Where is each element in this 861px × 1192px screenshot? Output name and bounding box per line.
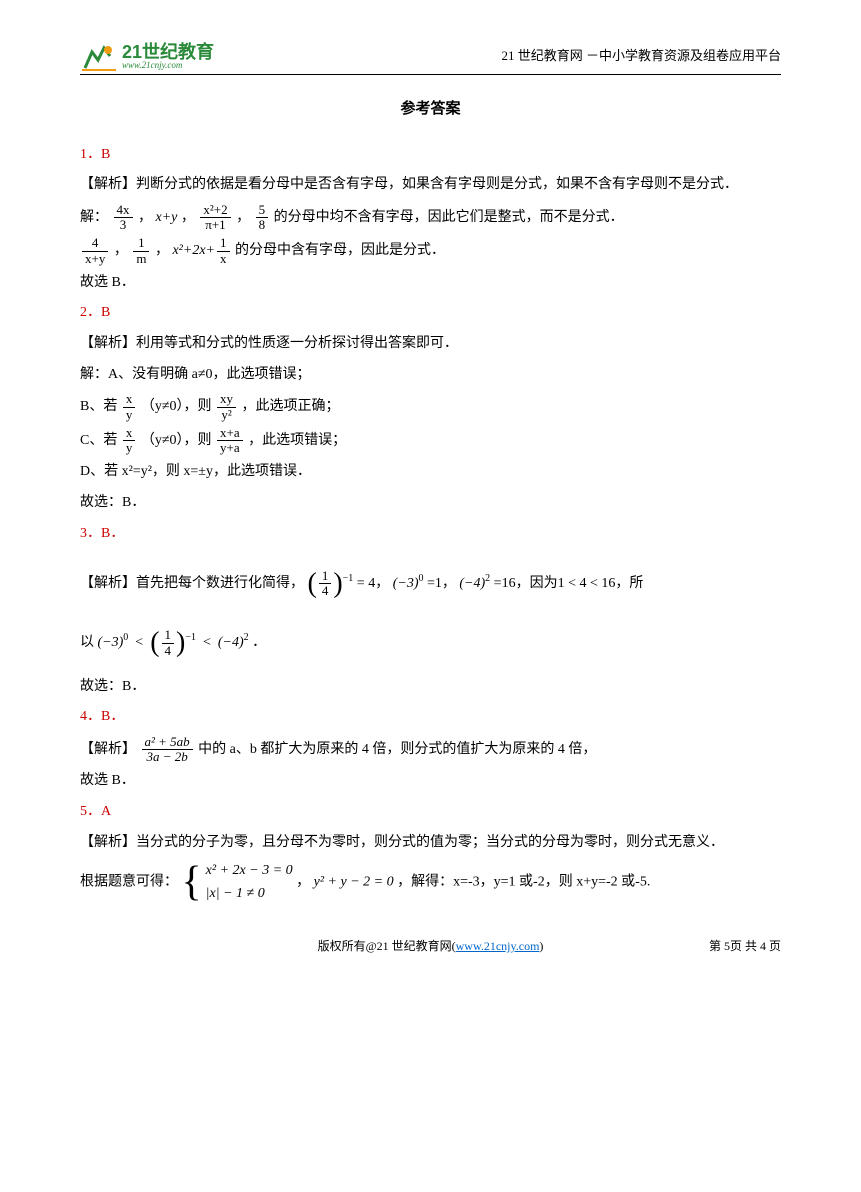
page-header: 21世纪教育 www.21cnjy.com 21 世纪教育网 －中小学教育资源及… — [80, 40, 781, 75]
equation-system: { x² + 2x − 3 = 0 |x| − 1 ≠ 0 — [182, 860, 293, 905]
fraction: x²+2π+1 — [200, 203, 230, 233]
answer-5-line: 根据题意可得： { x² + 2x − 3 = 0 |x| − 1 ≠ 0 ， … — [80, 860, 781, 905]
answer-4-analysis: 【解析】 a² + 5ab3a − 2b 中的 a、b 都扩大为原来的 4 倍，… — [80, 735, 781, 765]
answer-1-sol-line1: 解： 4x3 ， x+y ， x²+2π+1 ， 58 的分母中均不含有字母，因… — [80, 203, 781, 233]
answer-1-therefore: 故选 B． — [80, 270, 781, 297]
answer-2-therefore: 故选：B． — [80, 490, 781, 517]
answer-5-analysis: 【解析】当分式的分子为零，且分母不为零时，则分式的值为零；当分式的分母为零时，则… — [80, 830, 781, 857]
fraction: xy — [123, 392, 136, 422]
answer-2-analysis: 【解析】利用等式和分式的性质逐一分析探讨得出答案即可． — [80, 331, 781, 358]
page-number: 第 5页 共 4 页 — [709, 935, 781, 958]
fraction: 1x — [217, 236, 230, 266]
fraction: 4x3 — [114, 203, 133, 233]
answer-content: 1．B 【解析】判断分式的依据是看分母中是否含有字母，如果含有字母则是分式，如果… — [80, 142, 781, 905]
fraction: xy — [123, 426, 136, 456]
header-right-text: 21 世纪教育网 －中小学教育资源及组卷应用平台 — [501, 44, 781, 69]
page-footer: 版权所有@21 世纪教育网(www.21cnjy.com) 第 5页 共 4 页 — [80, 935, 781, 958]
fraction: x+ay+a — [217, 426, 243, 456]
paren-fraction: (14)−1 — [150, 616, 196, 669]
fraction: 4x+y — [82, 236, 108, 266]
paren-fraction: (14)−1 — [308, 557, 354, 610]
fraction: a² + 5ab3a − 2b — [142, 735, 193, 765]
logo: 21世纪教育 www.21cnjy.com — [80, 40, 214, 72]
answer-3-line2: 以 (−3)0 < (14)−1 < (−4)2 ． — [80, 616, 781, 669]
logo-cn: 21世纪教育 — [122, 43, 214, 61]
logo-text: 21世纪教育 www.21cnjy.com — [122, 43, 214, 70]
answer-2-lineD: D、若 x²=y²，则 x=±y，此选项错误． — [80, 459, 781, 486]
logo-url: www.21cnjy.com — [122, 61, 214, 70]
answer-2-lineC: C、若 xy （y≠0），则 x+ay+a ，此选项错误； — [80, 426, 781, 456]
answer-4-therefore: 故选 B． — [80, 768, 781, 795]
answer-2-lineB: B、若 xy （y≠0），则 xyy² ，此选项正确； — [80, 392, 781, 422]
page-title: 参考答案 — [80, 95, 781, 124]
fraction: xyy² — [217, 392, 236, 422]
fraction: 58 — [256, 203, 269, 233]
answer-5-num: 5．A — [80, 799, 781, 826]
answer-1-sol-line2: 4x+y ， 1m ， x²+2x+1x 的分母中含有字母，因此是分式． — [80, 236, 781, 266]
answer-2-num: 2．B — [80, 300, 781, 327]
answer-2-lineA: 解：A、没有明确 a≠0，此选项错误； — [80, 362, 781, 389]
fraction: 1m — [133, 236, 149, 266]
logo-icon — [80, 40, 118, 72]
footer-link[interactable]: www.21cnjy.com — [456, 939, 540, 953]
answer-1-num: 1．B — [80, 142, 781, 169]
answer-3-line1: 【解析】首先把每个数进行化简得， (14)−1 = 4， (−3)0 =1， (… — [80, 557, 781, 610]
answer-4-num: 4．B． — [80, 704, 781, 731]
left-brace-icon: { — [182, 868, 202, 897]
answer-1-analysis: 【解析】判断分式的依据是看分母中是否含有字母，如果含有字母则是分式，如果不含有字… — [80, 172, 781, 199]
answer-3-num: 3．B． — [80, 521, 781, 548]
answer-3-therefore: 故选：B． — [80, 674, 781, 701]
